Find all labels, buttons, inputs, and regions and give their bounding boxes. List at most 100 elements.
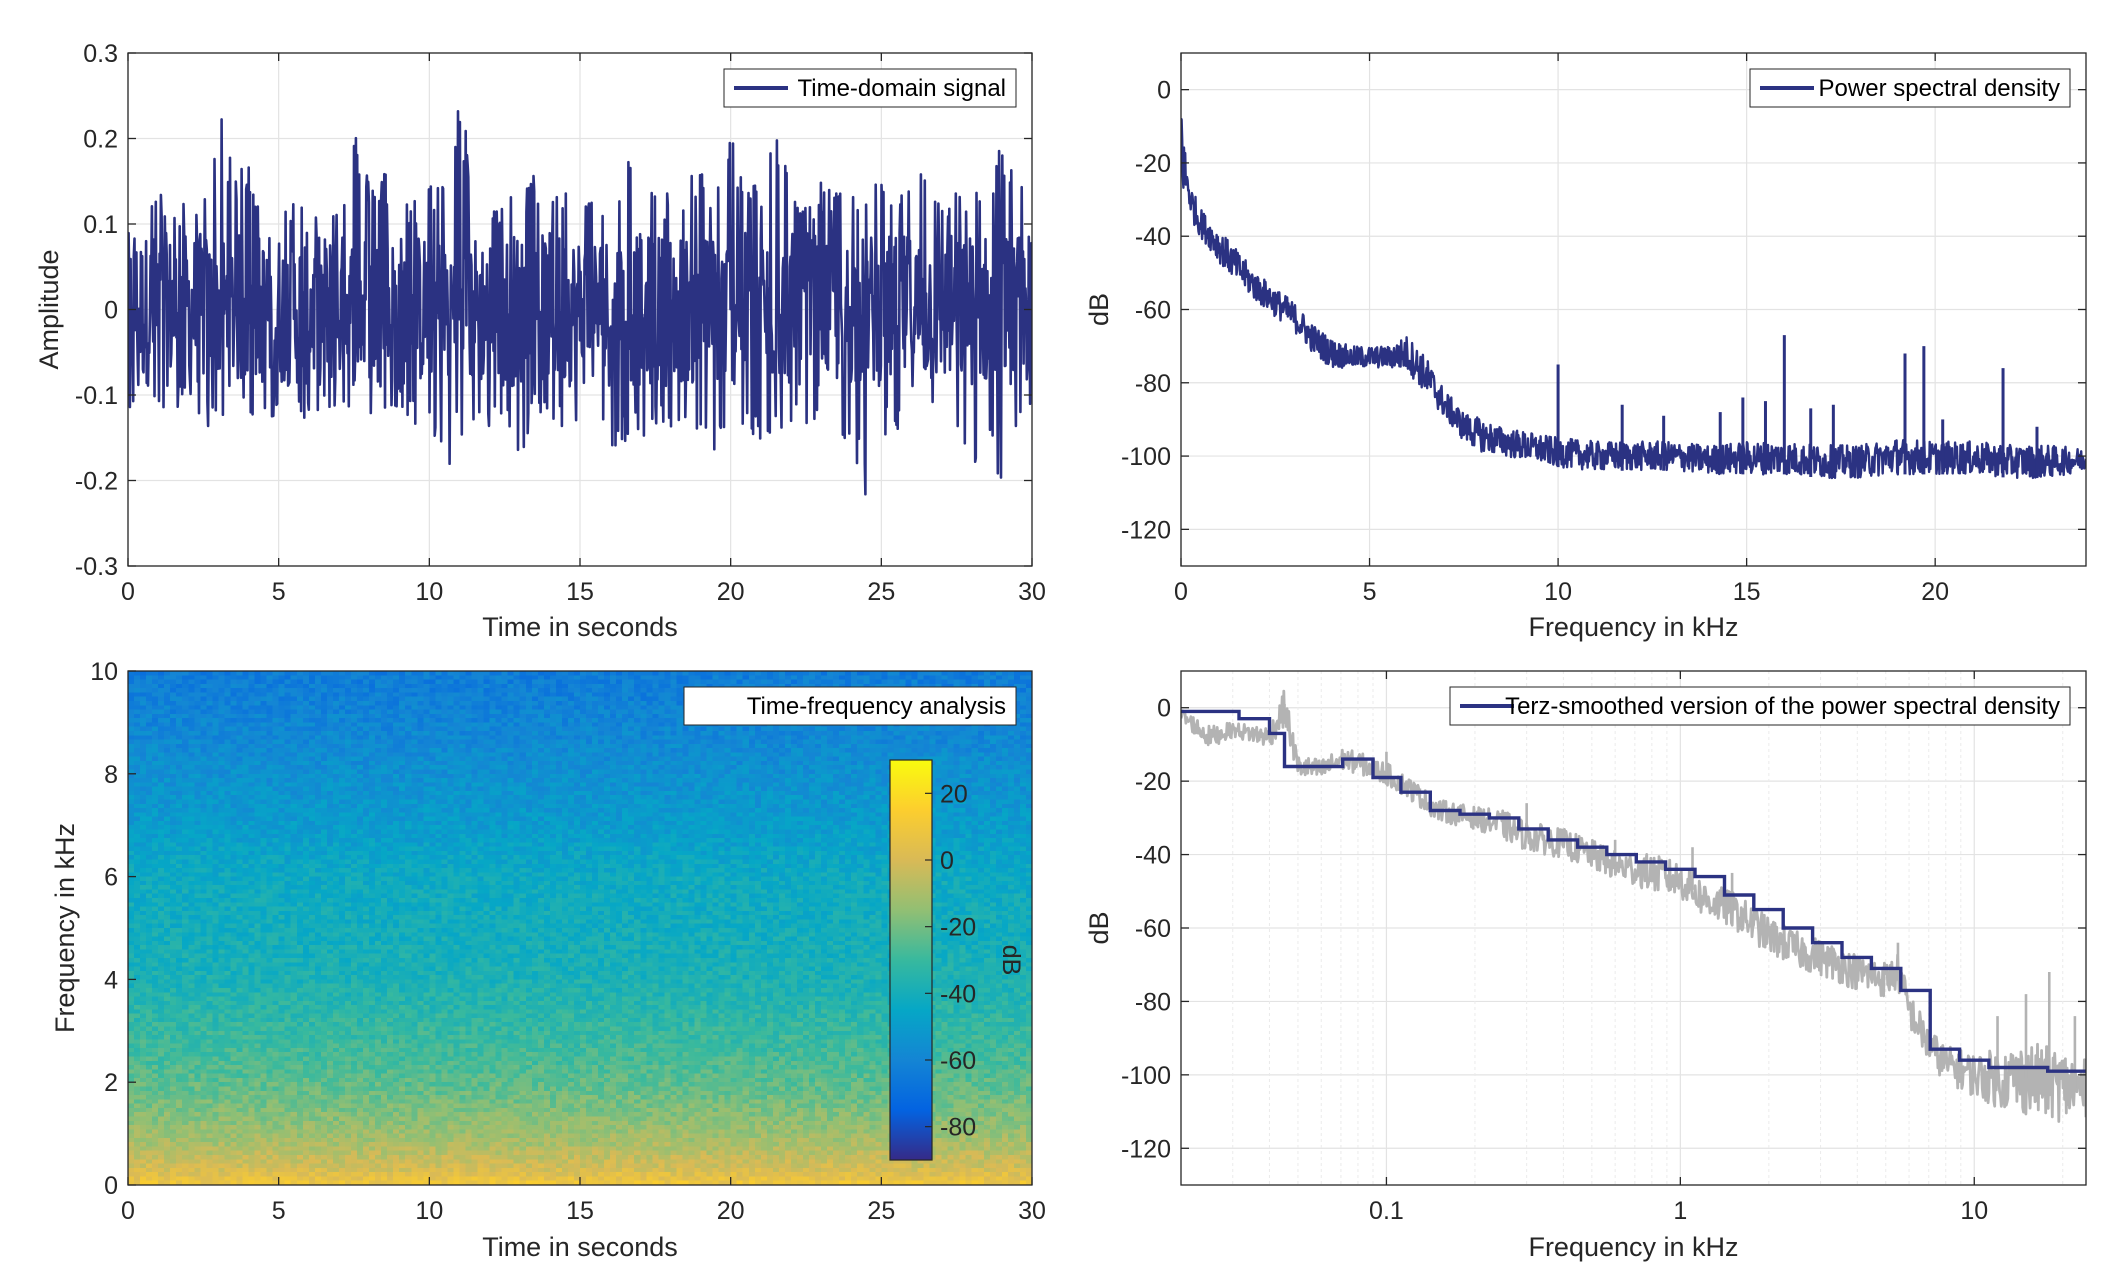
spectrogram-cell: [490, 735, 497, 740]
spectrogram-cell: [568, 680, 575, 685]
spectrogram-cell: [206, 701, 213, 706]
spectrogram-cell: [200, 688, 207, 693]
spectrogram-cell: [532, 710, 539, 715]
spectrogram-cell: [176, 727, 183, 732]
spectrogram-cell: [273, 808, 280, 813]
spectrogram-cell: [212, 804, 219, 809]
spectrogram-cell: [435, 740, 442, 745]
spectrogram-cell: [146, 791, 153, 796]
spectrogram-cell: [695, 675, 702, 680]
spectrogram-cell: [701, 680, 708, 685]
spectrogram-cell: [393, 791, 400, 796]
spectrogram-cell: [417, 727, 424, 732]
spectrogram-cell: [478, 770, 485, 775]
spectrogram-cell: [363, 791, 370, 796]
spectrogram-cell: [441, 757, 448, 762]
spectrogram-cell: [803, 800, 810, 805]
spectrogram-cell: [333, 722, 340, 727]
spectrogram-cell: [622, 748, 629, 753]
spectrogram-cell: [194, 697, 201, 702]
spectrogram-cell: [453, 714, 460, 719]
spectrogram-cell: [417, 782, 424, 787]
spectrogram-cell: [128, 752, 135, 757]
spectrogram-cell: [1020, 731, 1027, 736]
spectrogram-cell: [417, 795, 424, 800]
spectrogram-cell: [586, 735, 593, 740]
spectrogram-cell: [140, 697, 147, 702]
spectrogram-cell: [797, 787, 804, 792]
spectrogram-cell: [441, 692, 448, 697]
spectrogram-cell: [664, 795, 671, 800]
spectrogram-cell: [514, 804, 521, 809]
spectrogram-cell: [598, 710, 605, 715]
spectrogram-cell: [459, 778, 466, 783]
spectrogram-cell: [1002, 744, 1009, 749]
spectrogram-cell: [839, 752, 846, 757]
spectrogram-cell: [869, 671, 876, 676]
spectrogram-cell: [755, 731, 762, 736]
spectrogram-cell: [158, 782, 165, 787]
spectrogram-cell: [230, 765, 237, 770]
spectrogram-cell: [128, 795, 135, 800]
spectrogram-cell: [604, 701, 611, 706]
spectrogram-cell: [399, 795, 406, 800]
spectrogram-cell: [845, 675, 852, 680]
spectrogram-cell: [357, 731, 364, 736]
spectrogram-cell: [749, 735, 756, 740]
spectrogram-cell: [399, 744, 406, 749]
spectrogram-cell: [1002, 770, 1009, 775]
spectrogram-cell: [243, 744, 250, 749]
spectrogram-cell: [930, 744, 937, 749]
spectrogram-cell: [194, 757, 201, 762]
spectrogram-cell: [188, 714, 195, 719]
spectrogram-cell: [345, 680, 352, 685]
spectrogram-cell: [508, 731, 515, 736]
spectrogram-cell: [230, 752, 237, 757]
spectrogram-cell: [218, 722, 225, 727]
spectrogram-cell: [212, 782, 219, 787]
spectrogram-cell: [218, 787, 225, 792]
spectrogram-cell: [369, 804, 376, 809]
spectrogram-cell: [827, 765, 834, 770]
spectrogram-cell: [224, 688, 231, 693]
spectrogram-cell: [598, 692, 605, 697]
spectrogram-cell: [369, 705, 376, 710]
spectrogram-cell: [707, 675, 714, 680]
spectrogram-cell: [327, 680, 334, 685]
spectrogram-cell: [550, 800, 557, 805]
spectrogram-cell: [315, 804, 322, 809]
spectrogram-cell: [206, 697, 213, 702]
spectrogram-cell: [725, 735, 732, 740]
spectrogram-cell: [658, 791, 665, 796]
spectrogram-cell: [574, 710, 581, 715]
spectrogram-cell: [532, 735, 539, 740]
spectrogram-cell: [212, 765, 219, 770]
spectrogram-cell: [622, 680, 629, 685]
spectrogram-cell: [676, 680, 683, 685]
spectrogram-cell: [520, 740, 527, 745]
spectrogram-cell: [249, 787, 256, 792]
spectrogram-cell: [261, 778, 268, 783]
spectrogram-cell: [526, 761, 533, 766]
spectrogram-cell: [809, 675, 816, 680]
spectrogram-cell: [387, 800, 394, 805]
spectrogram-cell: [393, 684, 400, 689]
spectrogram-cell: [634, 795, 641, 800]
spectrogram-cell: [574, 791, 581, 796]
spectrogram-cell: [845, 765, 852, 770]
spectrogram-cell: [453, 761, 460, 766]
spectrogram-cell: [616, 800, 623, 805]
spectrogram-cell: [682, 770, 689, 775]
spectrogram-cell: [411, 770, 418, 775]
spectrogram-cell: [188, 761, 195, 766]
spectrogram-cell: [930, 748, 937, 753]
spectrogram-cell: [899, 680, 906, 685]
spectrogram-cell: [279, 718, 286, 723]
spectrogram-cell: [682, 791, 689, 796]
spectrogram-cell: [170, 735, 177, 740]
spectrogram-cell: [291, 675, 298, 680]
spectrogram-cell: [574, 680, 581, 685]
spectrogram-cell: [447, 752, 454, 757]
spectrogram-cell: [544, 714, 551, 719]
spectrogram-cell: [797, 735, 804, 740]
